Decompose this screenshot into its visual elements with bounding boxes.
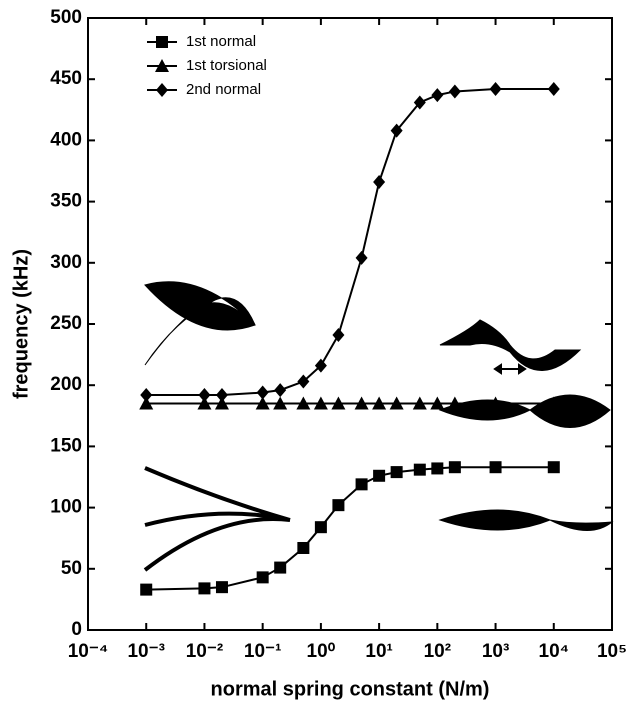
marker [372,396,387,410]
marker [296,396,311,410]
marker [354,396,369,410]
marker [332,499,345,512]
y-tick-label: 450 [50,68,82,89]
x-tick-label: 10⁻¹ [244,641,282,662]
x-tick-label: 10⁵ [597,641,627,662]
x-tick-label: 10⁻³ [127,641,165,662]
marker [198,582,211,595]
marker [448,84,461,99]
marker [197,396,212,410]
marker [390,466,403,479]
marker [448,461,461,474]
legend-marker [156,83,168,97]
series-line [146,87,554,396]
legend-label: 1st torsional [186,57,267,74]
marker [256,571,269,584]
marker [314,521,327,534]
marker [373,175,386,190]
y-tick-label: 200 [50,374,82,395]
marker [139,396,154,410]
marker [488,396,503,410]
series-line [146,466,554,591]
marker [314,358,327,373]
marker [355,478,368,491]
marker [547,81,560,96]
y-tick-label: 250 [50,313,82,334]
marker [297,374,310,389]
marker [447,396,462,410]
y-tick-label: 350 [50,191,82,212]
marker [215,581,228,594]
marker [274,383,287,398]
y-axis-label: frequency (kHz) [10,249,32,399]
y-tick-label: 100 [50,497,82,518]
marker [214,396,229,410]
marker [273,396,288,410]
marker [255,396,270,410]
y-tick-label: 150 [50,435,82,456]
marker [489,81,502,96]
legend-label: 1st normal [186,33,256,50]
x-tick-label: 10¹ [365,641,392,662]
plot-frame [87,17,613,631]
marker [331,396,346,410]
x-tick-label: 10⁴ [539,641,570,662]
y-tick-label: 400 [50,129,82,150]
x-tick-label: 10⁰ [307,641,336,662]
marker [215,387,228,402]
marker [430,396,445,410]
marker [389,396,404,410]
y-tick-label: 300 [50,252,82,273]
marker [355,250,368,265]
mode-shape-insets [143,281,614,572]
y-tick-label: 500 [50,7,82,28]
marker [431,462,444,475]
marker [413,463,426,476]
legend-marker [156,36,168,48]
x-axis-label: normal spring constant (N/m) [211,678,490,700]
marker [431,88,444,103]
marker [412,396,427,410]
marker [546,396,561,410]
marker [413,95,426,110]
legend-label: 2nd normal [186,81,261,98]
marker [198,387,211,402]
marker [274,561,287,574]
marker [332,328,345,343]
x-tick-label: 10⁻⁴ [68,641,109,662]
x-tick-label: 10³ [482,641,509,662]
marker [256,385,269,400]
marker [297,541,310,554]
x-tick-label: 10² [424,641,451,662]
marker [313,396,328,410]
marker [140,583,153,596]
marker [140,387,153,402]
marker [489,461,502,474]
marker [547,461,560,474]
y-tick-label: 50 [61,558,82,579]
x-tick-label: 10⁻² [186,641,224,662]
marker [390,123,403,138]
marker [373,469,386,482]
y-tick-label: 0 [71,619,82,640]
legend-marker [155,59,169,72]
